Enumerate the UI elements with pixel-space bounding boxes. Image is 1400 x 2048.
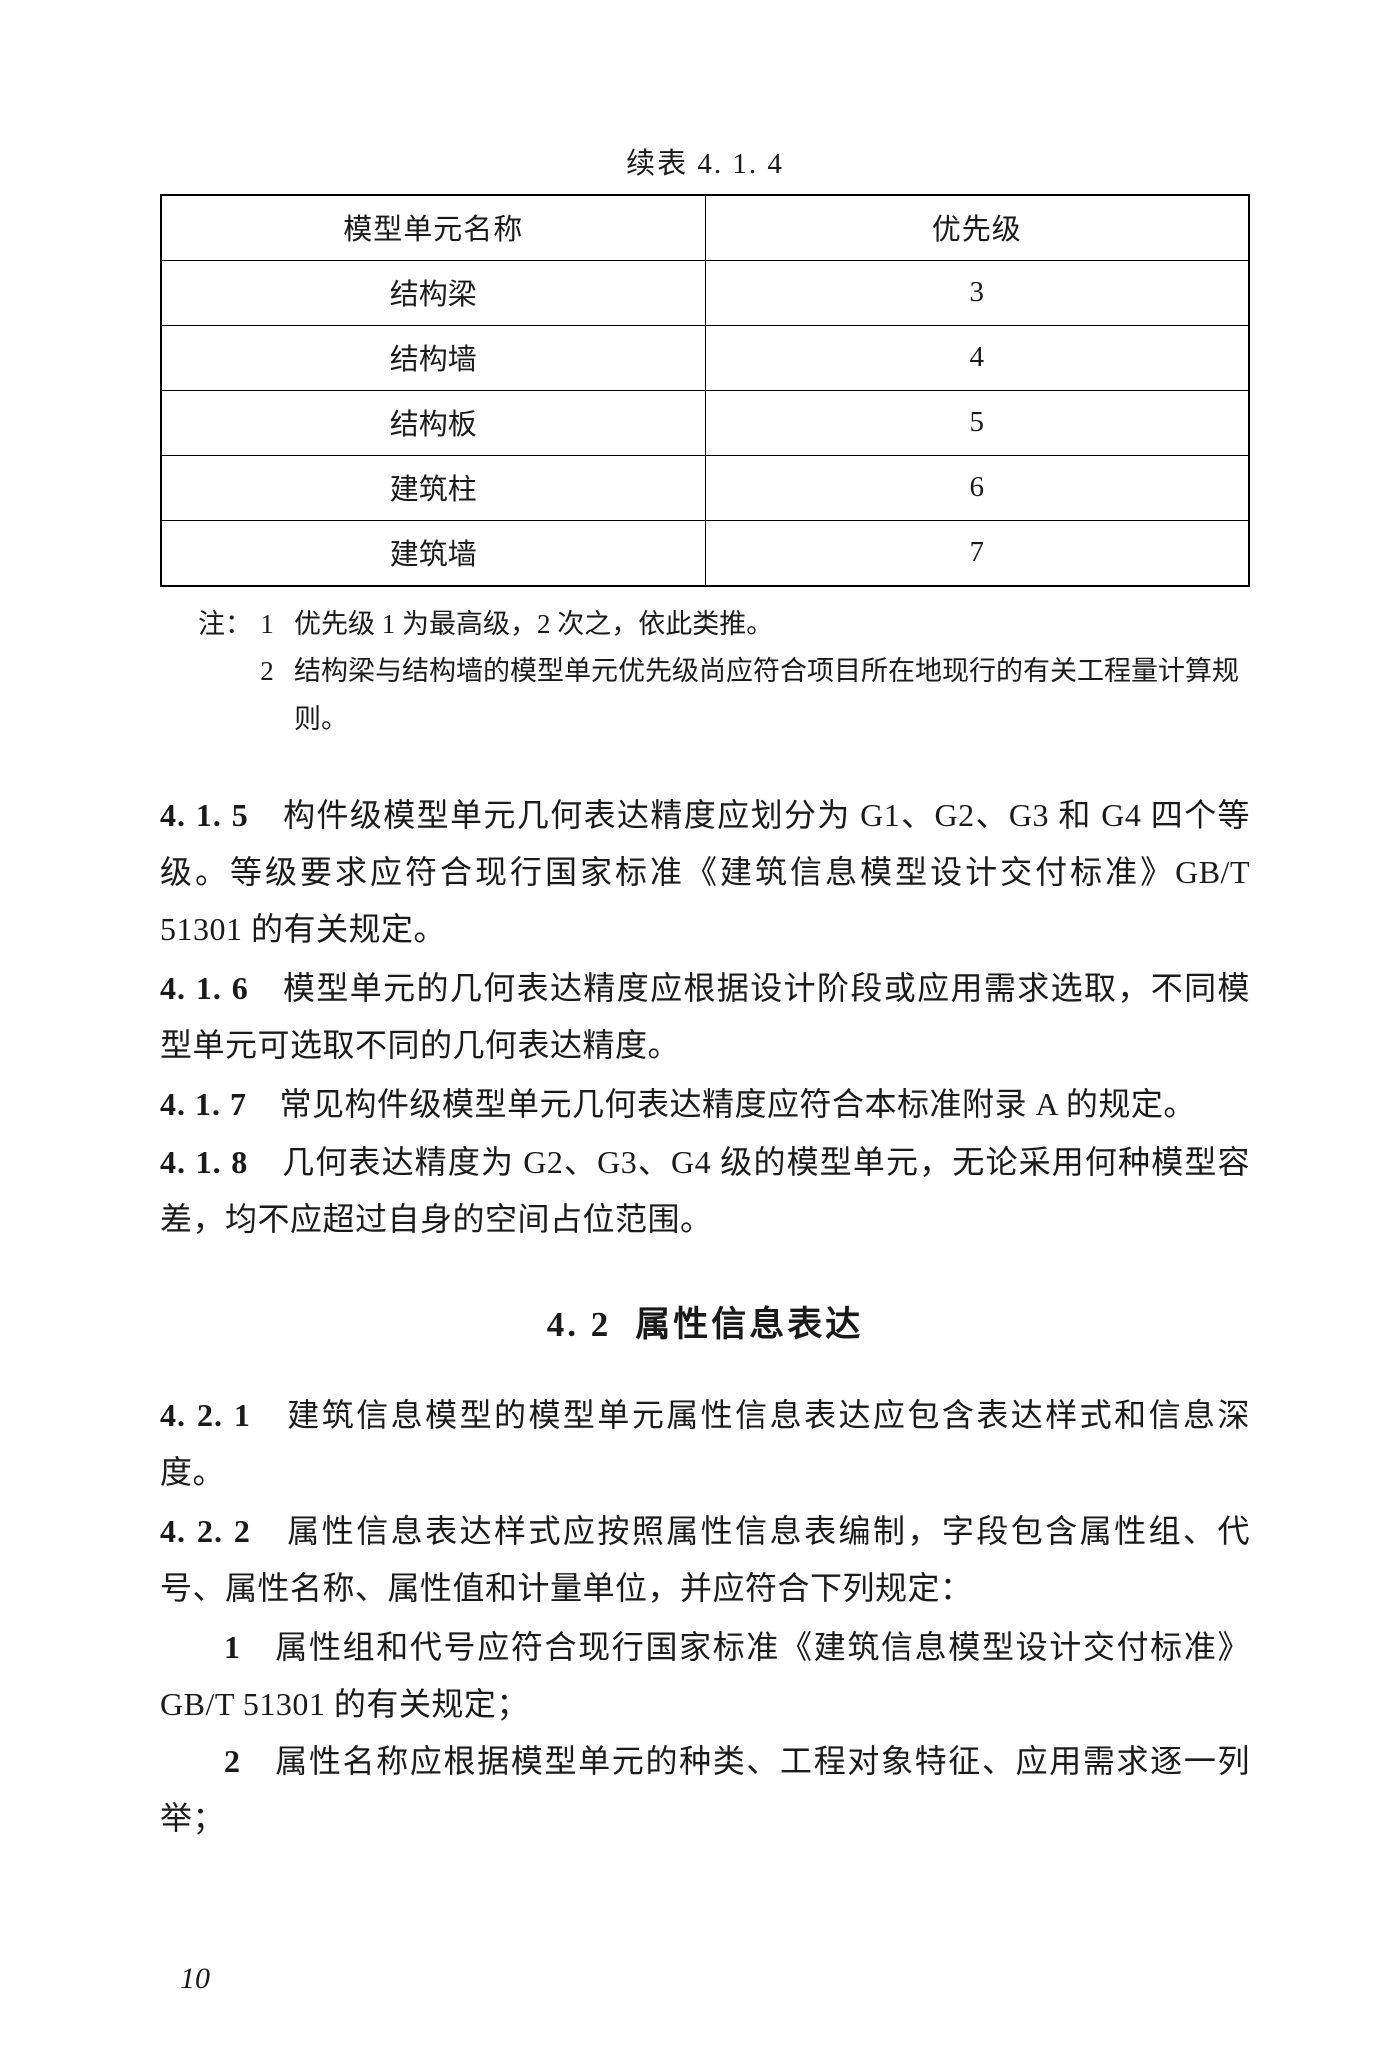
- para-text: 模型单元的几何表达精度应根据设计阶段或应用需求选取，不同模型单元可选取不同的几何…: [160, 970, 1250, 1063]
- para-number: 4. 1. 7: [160, 1086, 247, 1122]
- table-row: 结构墙4: [161, 326, 1249, 391]
- sub-item-2: 2 属性名称应根据模型单元的种类、工程对象特征、应用需求逐一列举；: [160, 1733, 1250, 1847]
- para-number: 4. 1. 5: [160, 797, 249, 833]
- note-number: 2: [252, 648, 282, 743]
- cell-priority: 3: [705, 261, 1249, 326]
- sub-item-text: 属性名称应根据模型单元的种类、工程对象特征、应用需求逐一列举；: [160, 1743, 1250, 1836]
- cell-name: 结构板: [161, 391, 705, 456]
- para-text: 几何表达精度为 G2、G3、G4 级的模型单元，无论采用何种模型容差，均不应超过…: [160, 1144, 1250, 1237]
- cell-priority: 4: [705, 326, 1249, 391]
- paragraph-418: 4. 1. 8 几何表达精度为 G2、G3、G4 级的模型单元，无论采用何种模型…: [160, 1134, 1250, 1248]
- table-header-name: 模型单元名称: [161, 195, 705, 261]
- sub-item-number: 1: [160, 1619, 241, 1676]
- table-caption: 续表 4. 1. 4: [160, 140, 1250, 182]
- para-number: 4. 1. 6: [160, 970, 249, 1006]
- priority-table: 模型单元名称 优先级 结构梁3结构墙4结构板5建筑柱6建筑墙7: [160, 194, 1250, 587]
- para-text: 建筑信息模型的模型单元属性信息表达应包含表达样式和信息深度。: [160, 1397, 1250, 1490]
- note-label: 注：: [198, 601, 252, 648]
- note-text: 结构梁与结构墙的模型单元优先级尚应符合项目所在地现行的有关工程量计算规则。: [282, 648, 1250, 743]
- table-row: 结构板5: [161, 391, 1249, 456]
- cell-name: 结构墙: [161, 326, 705, 391]
- sub-item-1: 1 属性组和代号应符合现行国家标准《建筑信息模型设计交付标准》GB/T 5130…: [160, 1619, 1250, 1733]
- paragraph-421: 4. 2. 1 建筑信息模型的模型单元属性信息表达应包含表达样式和信息深度。: [160, 1387, 1250, 1501]
- para-number: 4. 2. 1: [160, 1397, 251, 1433]
- cell-name: 建筑墙: [161, 521, 705, 587]
- para-number: 4. 2. 2: [160, 1513, 251, 1549]
- paragraph-417: 4. 1. 7 常见构件级模型单元几何表达精度应符合本标准附录 A 的规定。: [160, 1076, 1250, 1133]
- para-text: 构件级模型单元几何表达精度应划分为 G1、G2、G3 和 G4 四个等级。等级要…: [160, 797, 1250, 947]
- paragraph-422: 4. 2. 2 属性信息表达样式应按照属性信息表编制，字段包含属性组、代号、属性…: [160, 1503, 1250, 1617]
- para-text: 属性信息表达样式应按照属性信息表编制，字段包含属性组、代号、属性名称、属性值和计…: [160, 1513, 1250, 1606]
- note-number: 1: [252, 601, 282, 648]
- cell-priority: 7: [705, 521, 1249, 587]
- table-row: 建筑柱6: [161, 456, 1249, 521]
- cell-name: 建筑柱: [161, 456, 705, 521]
- table-notes: 注： 1 优先级 1 为最高级，2 次之，依此类推。 注： 2 结构梁与结构墙的…: [160, 601, 1250, 743]
- cell-priority: 5: [705, 391, 1249, 456]
- page-number: 10: [180, 1962, 210, 1996]
- sub-item-text: 属性组和代号应符合现行国家标准《建筑信息模型设计交付标准》GB/T 51301 …: [160, 1629, 1250, 1722]
- section-title: 属性信息表达: [635, 1305, 863, 1344]
- para-number: 4. 1. 8: [160, 1144, 248, 1180]
- section-number: 4. 2: [547, 1305, 612, 1344]
- table-header-priority: 优先级: [705, 195, 1249, 261]
- table-row: 结构梁3: [161, 261, 1249, 326]
- section-heading: 4. 2 属性信息表达: [160, 1296, 1250, 1347]
- para-text: 常见构件级模型单元几何表达精度应符合本标准附录 A 的规定。: [247, 1086, 1196, 1122]
- sub-item-number: 2: [160, 1733, 241, 1790]
- cell-name: 结构梁: [161, 261, 705, 326]
- cell-priority: 6: [705, 456, 1249, 521]
- table-row: 建筑墙7: [161, 521, 1249, 587]
- paragraph-415: 4. 1. 5 构件级模型单元几何表达精度应划分为 G1、G2、G3 和 G4 …: [160, 787, 1250, 958]
- paragraph-416: 4. 1. 6 模型单元的几何表达精度应根据设计阶段或应用需求选取，不同模型单元…: [160, 960, 1250, 1074]
- note-text: 优先级 1 为最高级，2 次之，依此类推。: [282, 601, 1250, 648]
